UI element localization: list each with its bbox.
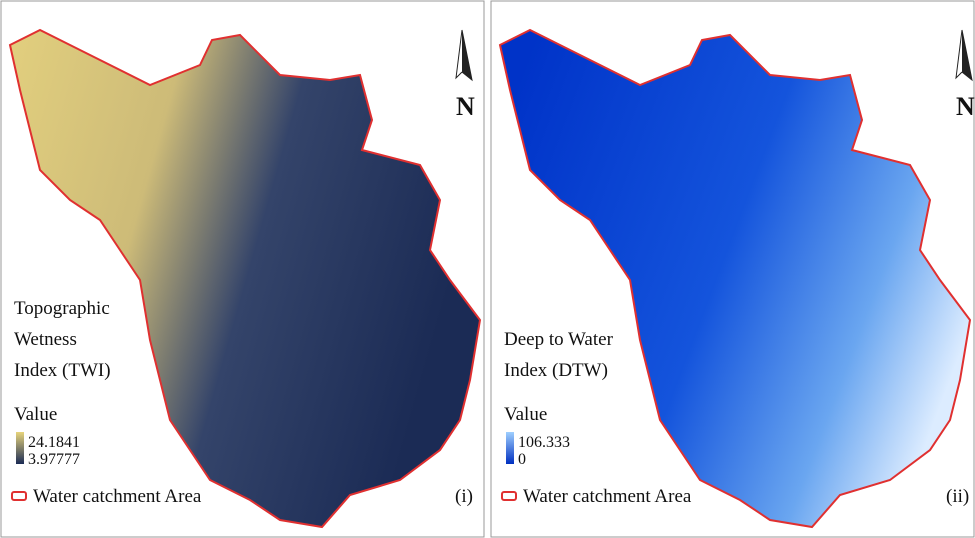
boundary-label: Water catchment Area	[33, 486, 202, 507]
legend-title-line: Deep to Water	[504, 329, 614, 350]
color-ramp	[16, 432, 24, 464]
figure: Topographic Wetness Index (TWI) Value 24.184…	[0, 0, 975, 538]
legend-value-title: Value	[14, 404, 57, 425]
boundary-symbol	[12, 492, 26, 500]
legend-low: 3.97777	[28, 451, 80, 468]
legend-title-line: Wetness	[14, 329, 77, 350]
catchment-map	[10, 30, 480, 527]
color-ramp	[506, 432, 514, 464]
legend-low: 0	[518, 451, 526, 468]
boundary-symbol	[502, 492, 516, 500]
panel-label: (i)	[455, 486, 473, 507]
north-arrow	[462, 30, 472, 80]
north-arrow	[456, 30, 462, 78]
legend-value-title: Value	[504, 404, 547, 425]
panel-label: (ii)	[946, 486, 969, 507]
legend-high: 106.333	[518, 434, 570, 451]
legend-title-line: Index (DTW)	[504, 360, 608, 381]
boundary-label: Water catchment Area	[523, 486, 692, 507]
legend-title-line: Topographic	[14, 298, 110, 319]
north-arrow	[956, 30, 962, 78]
legend-title-line: Index (TWI)	[14, 360, 111, 381]
north-arrow	[962, 30, 972, 80]
catchment-map	[500, 30, 970, 527]
north-label: N	[956, 92, 975, 121]
north-label: N	[456, 92, 475, 121]
legend-high: 24.1841	[28, 434, 80, 451]
